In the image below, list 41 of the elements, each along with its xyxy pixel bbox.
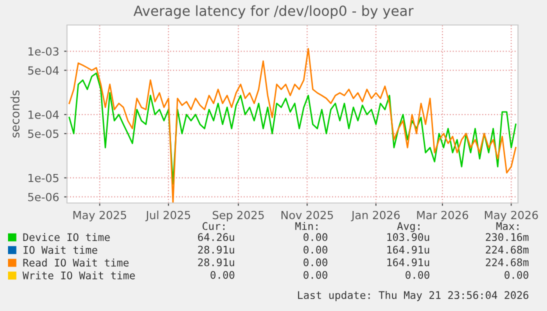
y-tick-label: 1e-05 (28, 174, 58, 182)
text: 230.16m (486, 233, 529, 242)
text: 28.91u (198, 258, 234, 266)
y-tick-label: 1e-04 (28, 110, 59, 119)
line-series (68, 48, 516, 203)
text: 224.68m (486, 246, 529, 254)
text: 0.00 (304, 258, 328, 266)
text: 0.00 (406, 270, 430, 279)
text: 0.00 (304, 270, 328, 279)
text: 103.90u (387, 233, 430, 242)
x-tick-label: May 2026 (484, 210, 538, 222)
text: 64.26u (198, 233, 234, 242)
x-tick-label: May 2025 (73, 210, 126, 222)
y-tick-label: 1e-03 (28, 47, 58, 56)
x-tick-label: Mar 2026 (417, 210, 468, 220)
legend-label: Device IO time (23, 233, 110, 242)
legend-label: Read IO Wait time (23, 258, 129, 267)
text: Avg: (397, 222, 420, 232)
text: Cur: (202, 222, 224, 230)
chart-title: Average latency for /dev/loop0 - by year (134, 5, 414, 19)
x-tick-label: Jul 2025 (145, 210, 190, 222)
text: 28.91u (198, 246, 234, 254)
text: 0.00 (304, 246, 328, 254)
y-tick-label: 5e-04 (28, 66, 59, 75)
x-tick-label: Jan 2026 (350, 210, 400, 222)
text: Last update: Thu May 21 23:56:04 2026 (298, 290, 528, 302)
legend-label: Write IO Wait time (22, 271, 135, 280)
y-tick-label: 5e-06 (28, 192, 59, 202)
text: 0.00 (210, 270, 234, 279)
x-tick-label: Nov 2025 (282, 210, 333, 220)
text: 224.68m (486, 258, 529, 266)
legend-label: IO Wait time (24, 246, 98, 254)
text: Min: (295, 222, 318, 230)
y-axis-title: seconds (10, 90, 20, 138)
y-tick-label: 5e-05 (28, 130, 58, 138)
text: 164.91u (387, 246, 430, 254)
text: 0.00 (304, 233, 328, 242)
text: 164.91u (387, 258, 430, 266)
text: 0.00 (504, 270, 528, 279)
x-tick-label: Sep 2025 (212, 210, 264, 222)
text: Max: (496, 222, 518, 230)
